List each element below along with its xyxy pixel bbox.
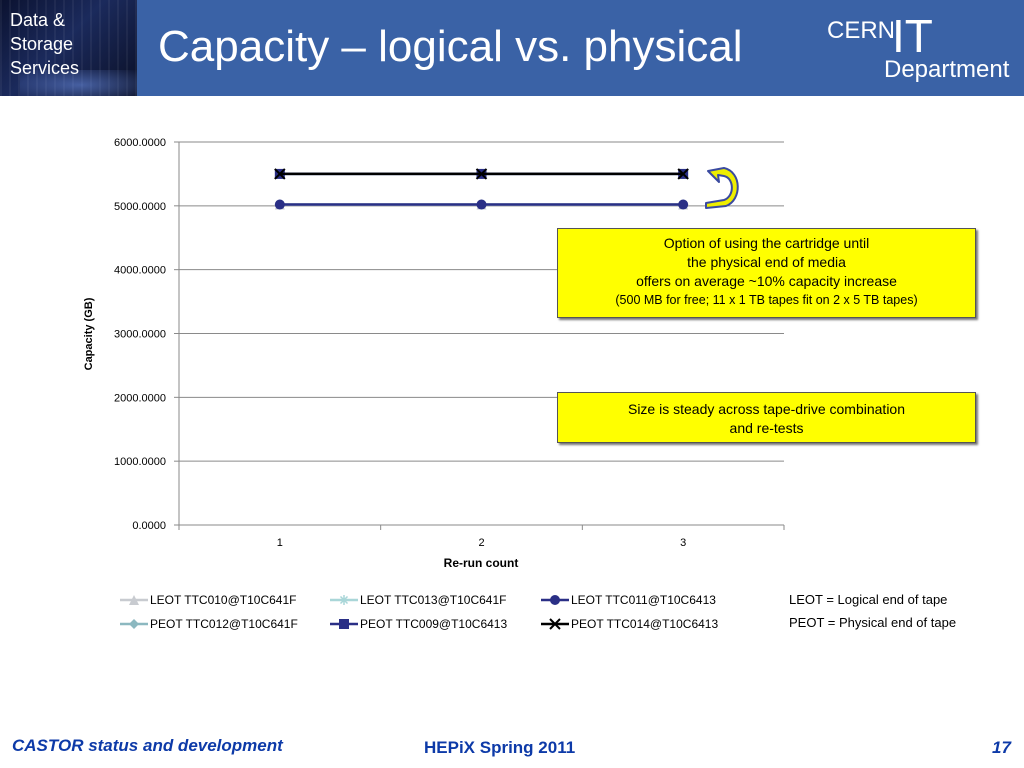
legend-label: LEOT TTC013@T10C641F	[360, 593, 506, 607]
legend-marker	[339, 619, 349, 629]
badge-line-3: Services	[10, 58, 80, 78]
capacity-increase-note: Option of using the cartridge until the …	[557, 228, 976, 318]
badge-line-1: Data &	[10, 10, 66, 30]
series-6	[274, 168, 689, 180]
footer-talk-title: CASTOR status and development	[12, 736, 283, 755]
data-point	[475, 168, 488, 180]
cern-it-logo: CERN IT Department	[827, 10, 1010, 83]
legend-item: LEOT TTC013@T10C641F	[330, 593, 506, 607]
legend-label: LEOT TTC011@T10C6413	[571, 593, 716, 607]
y-tick-label: 3000.0000	[114, 329, 166, 341]
legend-item: PEOT TTC012@T10C641F	[120, 617, 298, 631]
legend-item: LEOT TTC011@T10C6413	[541, 593, 716, 607]
data-storage-services-badge: Data & Storage Services	[0, 0, 137, 96]
legend-label: PEOT TTC009@T10C6413	[360, 617, 507, 631]
legend-item: PEOT TTC014@T10C6413	[541, 617, 718, 631]
legend-marker	[129, 619, 139, 629]
peot-definition: PEOT = Physical end of tape	[789, 615, 957, 630]
y-tick-label: 5000.0000	[114, 201, 166, 213]
logo-cern-text: CERN	[827, 17, 895, 44]
x-tick-label: 2	[478, 537, 484, 549]
y-tick-label: 1000.0000	[114, 456, 166, 468]
x-tick-label: 3	[680, 537, 686, 549]
x-tick-label: 1	[277, 537, 283, 549]
y-axis-label: Capacity (GB)	[83, 297, 95, 370]
legend-marker	[339, 595, 349, 605]
note-line-1: Option of using the cartridge until	[663, 235, 870, 251]
legend-marker	[550, 595, 560, 605]
chart-legend: LEOT TTC010@T10C641F LEOT TTC013@T10C641F…	[120, 593, 718, 631]
legend-label: PEOT TTC012@T10C641F	[150, 617, 298, 631]
data-point	[274, 199, 285, 210]
series-3	[274, 199, 689, 210]
logo-department-text: Department	[884, 56, 1010, 83]
legend-marker	[549, 618, 561, 630]
data-point	[476, 199, 487, 210]
y-tick-label: 4000.0000	[114, 265, 166, 277]
data-point	[677, 168, 689, 180]
y-tick-label: 0.0000	[132, 520, 166, 532]
legend-marker	[129, 595, 139, 605]
x-axis-ticks: 1 2 3	[178, 525, 785, 549]
note-detail: (500 MB for free; 11 x 1 TB tapes fit on…	[615, 293, 918, 307]
steady-line-1: Size is steady across tape-drive combina…	[627, 401, 906, 417]
data-point	[274, 168, 286, 180]
y-tick-label: 6000.0000	[114, 137, 166, 149]
x-axis-label: Re-run count	[444, 556, 519, 570]
data-point	[678, 199, 689, 210]
note-line-2: the physical end of media	[687, 254, 846, 270]
legend-label: PEOT TTC014@T10C6413	[571, 617, 718, 631]
slide-header: Data & Storage Services Capacity – logic…	[0, 0, 1024, 96]
leot-definition: LEOT = Logical end of tape	[789, 592, 948, 607]
legend-item: PEOT TTC009@T10C6413	[330, 617, 507, 631]
slide-title: Capacity – logical vs. physical	[158, 22, 743, 71]
abbreviation-definitions: LEOT = Logical end of tape PEOT = Physic…	[789, 588, 956, 634]
steady-size-note: Size is steady across tape-drive combina…	[557, 392, 976, 443]
steady-line-2: and re-tests	[729, 420, 804, 436]
footer-page-number: 17	[992, 738, 1011, 757]
logo-it-text: IT	[892, 10, 933, 62]
legend-item: LEOT TTC010@T10C641F	[120, 593, 296, 607]
y-tick-label: 2000.0000	[114, 392, 166, 404]
series-lines	[274, 168, 689, 210]
legend-label: LEOT TTC010@T10C641F	[150, 593, 296, 607]
y-axis-ticks: 0.0000 1000.0000 2000.0000 3000.0000 4000.00…	[114, 137, 179, 532]
badge-line-2: Storage	[10, 34, 74, 54]
note-line-3: offers on average ~10% capacity increase	[636, 273, 897, 289]
footer-event: HEPiX Spring 2011	[424, 738, 576, 757]
curved-arrow-icon	[705, 167, 739, 209]
